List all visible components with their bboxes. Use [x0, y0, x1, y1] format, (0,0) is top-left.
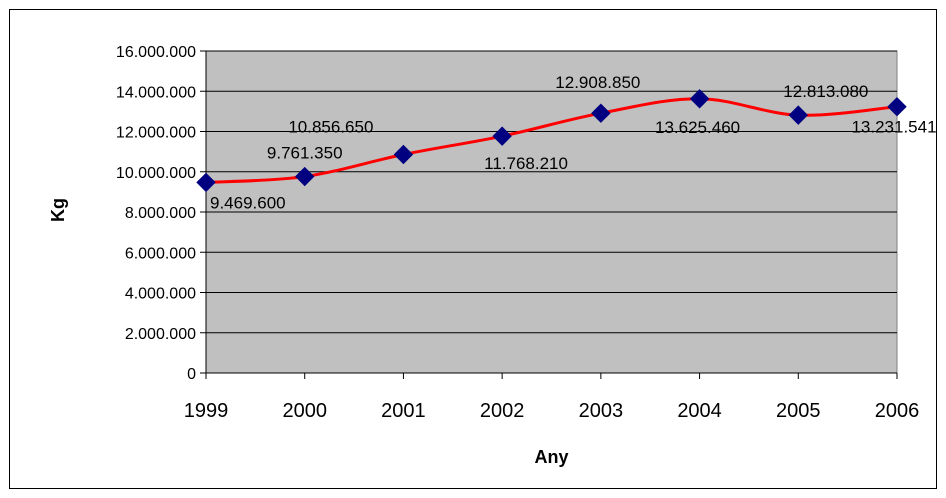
data-point-marker [295, 166, 315, 187]
data-label: 12.813.080 [783, 82, 868, 101]
data-point-marker [393, 144, 414, 165]
y-tick-label: 14.000.000 [116, 84, 196, 101]
x-tick-label: 2003 [579, 400, 624, 422]
data-markers [196, 89, 907, 193]
y-tick-label: 8.000.000 [125, 205, 196, 222]
x-tick-label: 2005 [776, 400, 821, 422]
x-tick-label: 2006 [875, 400, 920, 422]
x-tick-label: 2001 [381, 400, 426, 422]
data-point-marker [591, 103, 611, 123]
x-tick-label: 1999 [184, 400, 229, 422]
x-axis-title: Any [534, 447, 568, 467]
data-labels: 9.469.600 9.761.350 10.856.650 11.768.210 12… [210, 73, 937, 212]
data-point-marker [689, 89, 710, 109]
y-tick-label: 0 [187, 366, 196, 383]
data-point-marker [492, 126, 512, 146]
y-tick-label: 4.000.000 [125, 286, 196, 303]
y-tick-label: 10.000.000 [116, 165, 196, 182]
series-line [205, 97, 898, 184]
x-tick-label: 2002 [480, 400, 525, 422]
y-axis: 0 2.000.000 4.000.000 6.000.000 8.000.000 10.… [116, 44, 207, 383]
x-tick-label: 2000 [282, 400, 327, 422]
x-tick-label: 2004 [677, 400, 722, 422]
data-label: 13.625.460 [655, 118, 740, 137]
data-point-marker [788, 105, 808, 125]
y-tick-label: 12.000.000 [116, 125, 196, 142]
gridlines [206, 50, 897, 334]
data-label: 10.856.650 [288, 118, 373, 137]
x-axis: 1999 2000 2001 2002 2003 2004 2005 2006 [184, 372, 920, 422]
y-tick-label: 16.000.000 [116, 44, 196, 61]
y-tick-label: 2.000.000 [125, 326, 196, 343]
data-point-marker [887, 97, 907, 117]
data-point-marker [196, 172, 216, 193]
y-tick-label: 6.000.000 [125, 245, 196, 262]
data-label: 11.768.210 [484, 154, 568, 173]
y-axis-title: Kg [48, 198, 68, 222]
data-label: 9.469.600 [210, 193, 286, 212]
data-label: 13.231.541 [851, 118, 936, 137]
data-label: 12.908.850 [555, 73, 640, 92]
data-label: 9.761.350 [267, 144, 343, 163]
